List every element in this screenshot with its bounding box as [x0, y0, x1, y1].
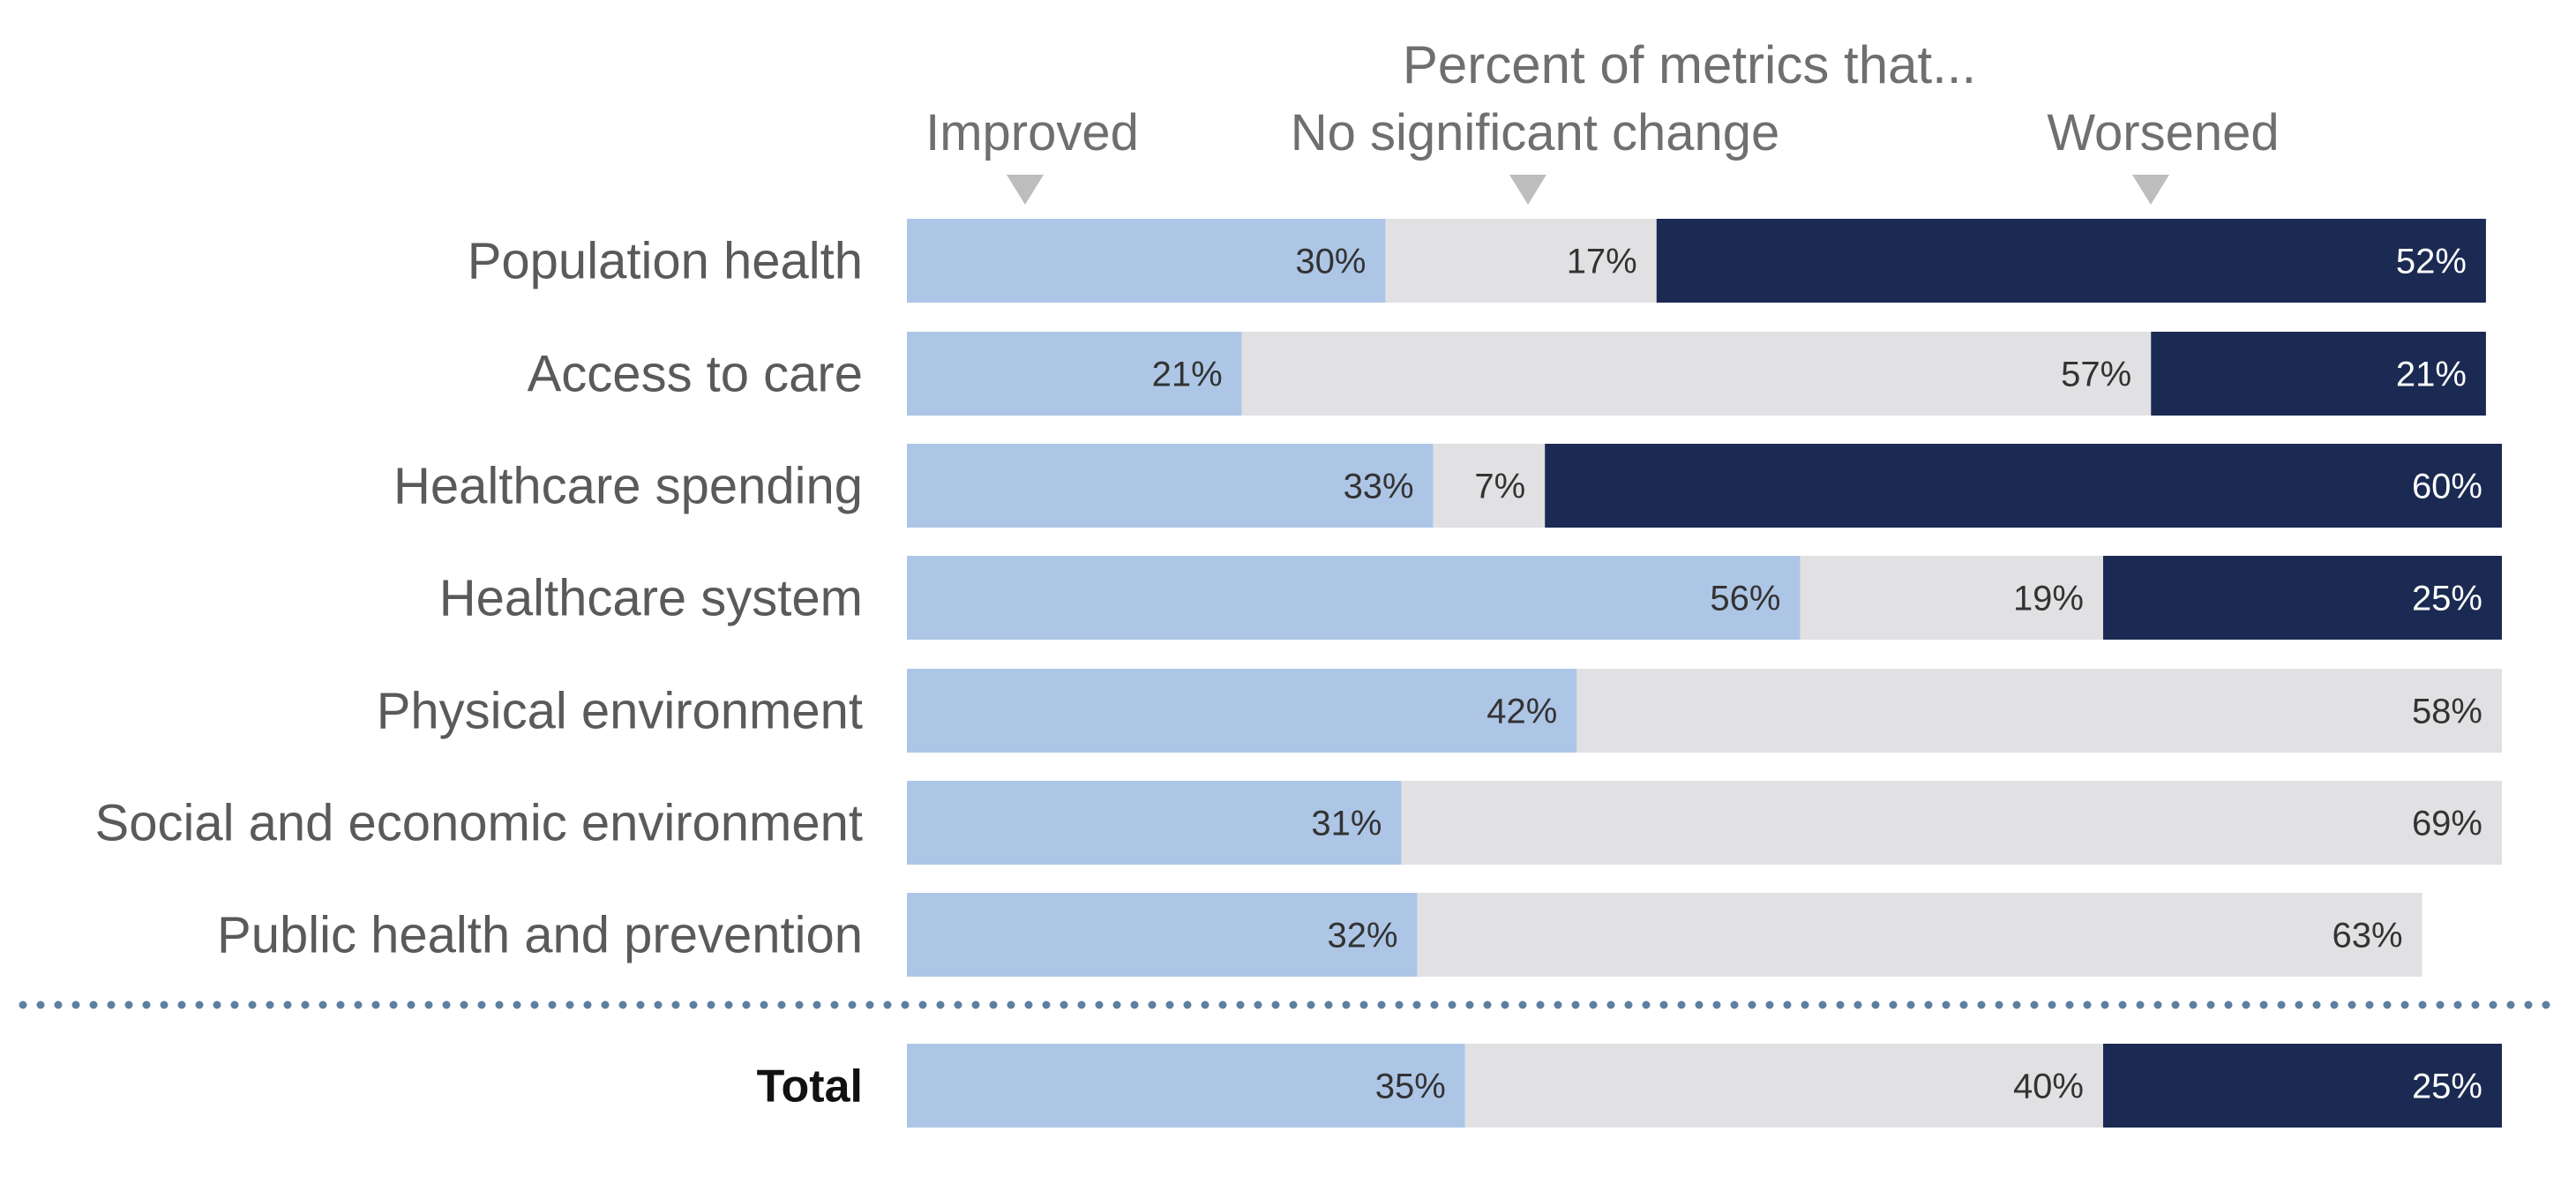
bar-segment-1-2	[2151, 332, 2486, 416]
legend-marker-0	[1007, 175, 1044, 205]
bar-segment-0-0	[907, 219, 1386, 303]
category-label-2: Healthcare spending	[393, 458, 863, 515]
bar-segment-1-1	[1241, 332, 2152, 416]
value-label-total-0: 35%	[1375, 1068, 1446, 1106]
bar-segment-6-0	[907, 893, 1418, 977]
value-label-2-0: 33%	[1344, 468, 1414, 506]
value-label-0-0: 30%	[1295, 243, 1366, 281]
bar-segment-2-0	[907, 444, 1434, 528]
value-label-0-2: 52%	[2396, 243, 2467, 281]
bar-segment-3-1	[1800, 556, 2103, 640]
legend-marker-2	[2132, 175, 2169, 205]
value-label-1-0: 21%	[1152, 356, 1223, 394]
bar-segment-0-2	[1656, 219, 2486, 303]
category-label-3: Healthcare system	[439, 570, 863, 627]
bar-segment-2-1	[1433, 444, 1546, 528]
value-label-5-0: 31%	[1311, 805, 1382, 843]
value-label-4-1: 58%	[2412, 693, 2482, 731]
bar-segment-5-1	[1401, 781, 2502, 865]
total-label: Total	[757, 1061, 863, 1113]
legend: Improved No significant change Worsened	[925, 104, 2280, 205]
value-label-total-2: 25%	[2412, 1068, 2482, 1106]
value-label-6-0: 32%	[1327, 917, 1397, 955]
value-label-3-1: 19%	[2013, 580, 2084, 618]
value-label-1-2: 21%	[2396, 356, 2467, 394]
value-label-3-2: 25%	[2412, 580, 2482, 618]
category-label-5: Social and economic environment	[95, 795, 863, 852]
bar-segment-6-1	[1417, 893, 2422, 977]
bar-segment-total-1	[1464, 1044, 2103, 1128]
bar-segment-4-0	[907, 669, 1577, 753]
legend-marker-1	[1509, 175, 1546, 205]
value-label-4-0: 42%	[1486, 693, 1557, 731]
legend-label-2: Worsened	[2047, 104, 2279, 161]
value-label-2-1: 7%	[1474, 468, 1525, 506]
bar-segment-3-2	[2103, 556, 2502, 640]
value-label-3-0: 56%	[1710, 580, 1780, 618]
value-label-2-2: 60%	[2412, 468, 2482, 506]
chart-title: Percent of metrics that...	[1403, 35, 1976, 94]
bar-segment-2-2	[1545, 444, 2502, 528]
value-label-0-1: 17%	[1567, 243, 1637, 281]
category-label-6: Public health and prevention	[217, 907, 863, 964]
value-label-5-1: 69%	[2412, 805, 2482, 843]
value-label-total-1: 40%	[2013, 1068, 2084, 1106]
total-row: Total 35% 40% 25%	[757, 1044, 2502, 1128]
bar-segment-total-2	[2103, 1044, 2502, 1128]
value-label-6-1: 63%	[2333, 917, 2403, 955]
value-label-1-1: 57%	[2061, 356, 2131, 394]
category-label-4: Physical environment	[377, 683, 863, 740]
bar-rows: Population health 30% 17% 52% Access to care…	[95, 219, 2502, 977]
bar-segment-3-0	[907, 556, 1801, 640]
bar-segment-total-0	[907, 1044, 1465, 1128]
legend-label-1: No significant change	[1291, 104, 1780, 161]
category-label-1: Access to care	[528, 346, 863, 403]
bar-segment-4-1	[1576, 669, 2502, 753]
bar-segment-1-0	[907, 332, 1242, 416]
bar-segment-5-0	[907, 781, 1402, 865]
category-label-0: Population health	[468, 233, 863, 290]
legend-label-0: Improved	[925, 104, 1139, 161]
bar-segment-0-1	[1385, 219, 1657, 303]
